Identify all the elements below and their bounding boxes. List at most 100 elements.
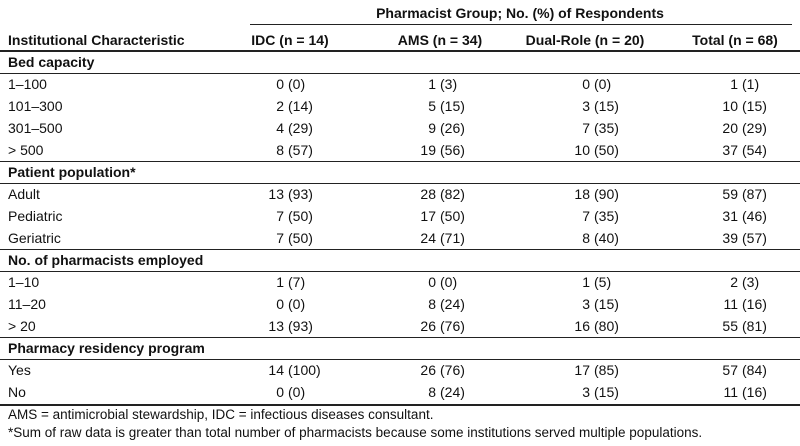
row-label: Geriatric — [8, 230, 61, 246]
count: 3 — [582, 98, 590, 114]
percent: (57) — [742, 230, 767, 246]
count: 3 — [582, 384, 590, 400]
percent: (57) — [288, 142, 313, 158]
count: 0 — [428, 274, 436, 290]
count: 57 — [722, 362, 738, 378]
count: 14 — [268, 362, 284, 378]
count: 20 — [722, 120, 738, 136]
percent: (15) — [440, 98, 465, 114]
column-header: IDC (n = 14) — [251, 32, 329, 48]
percent: (14) — [288, 98, 313, 114]
footnote: AMS = antimicrobial stewardship, IDC = i… — [8, 407, 434, 422]
count: 7 — [582, 208, 590, 224]
rule — [0, 271, 800, 272]
count: 17 — [574, 362, 590, 378]
percent: (1) — [742, 76, 760, 92]
count: 0 — [276, 76, 284, 92]
row-label: Yes — [8, 362, 31, 378]
section-title: No. of pharmacists employed — [8, 252, 204, 268]
count: 1 — [582, 274, 590, 290]
count: 2 — [276, 98, 284, 114]
count: 0 — [276, 384, 284, 400]
percent: (5) — [594, 274, 612, 290]
row-label: 301–500 — [8, 120, 63, 136]
percent: (85) — [594, 362, 619, 378]
percent: (80) — [594, 318, 619, 334]
count: 8 — [276, 142, 284, 158]
percent: (0) — [594, 76, 612, 92]
percent: (87) — [742, 186, 767, 202]
count: 39 — [722, 230, 738, 246]
percent: (15) — [594, 384, 619, 400]
row-label: 1–10 — [8, 274, 40, 290]
count: 7 — [276, 230, 284, 246]
rule — [0, 73, 800, 74]
count: 2 — [730, 274, 738, 290]
count: 31 — [722, 208, 738, 224]
column-header: Total (n = 68) — [692, 32, 778, 48]
rule — [0, 161, 800, 162]
count: 7 — [582, 120, 590, 136]
count: 55 — [722, 318, 738, 334]
percent: (16) — [742, 296, 767, 312]
count: 26 — [420, 318, 436, 334]
count: 8 — [428, 384, 436, 400]
row-label: > 20 — [8, 318, 36, 334]
count: 8 — [582, 230, 590, 246]
percent: (100) — [288, 362, 321, 378]
count: 13 — [268, 318, 284, 334]
count: 3 — [582, 296, 590, 312]
count: 11 — [723, 384, 738, 400]
row-label: 11–20 — [8, 296, 46, 312]
percent: (3) — [440, 76, 458, 92]
count: 0 — [276, 296, 284, 312]
row-label: > 500 — [8, 142, 44, 158]
percent: (93) — [288, 318, 313, 334]
count: 8 — [428, 296, 436, 312]
count: 16 — [574, 318, 590, 334]
percent: (84) — [742, 362, 767, 378]
count: 5 — [428, 98, 436, 114]
percent: (0) — [288, 296, 306, 312]
rule — [0, 183, 800, 184]
count: 19 — [420, 142, 436, 158]
percent: (82) — [440, 186, 465, 202]
percent: (29) — [288, 120, 313, 136]
percent: (90) — [594, 186, 619, 202]
footnote: *Sum of raw data is greater than total n… — [8, 425, 703, 440]
count: 24 — [420, 230, 436, 246]
percent: (3) — [742, 274, 760, 290]
count: 13 — [268, 186, 284, 202]
count: 28 — [420, 186, 436, 202]
column-header: Institutional Characteristic — [8, 32, 185, 48]
percent: (81) — [742, 318, 767, 334]
column-header: Dual-Role (n = 20) — [525, 32, 645, 48]
percent: (15) — [742, 98, 767, 114]
percent: (50) — [594, 142, 619, 158]
count: 9 — [428, 120, 436, 136]
rule — [0, 337, 800, 338]
row-label: No — [8, 384, 26, 400]
row-label: 1–100 — [8, 76, 47, 92]
percent: (15) — [594, 296, 619, 312]
row-label: Pediatric — [8, 208, 63, 224]
percent: (40) — [594, 230, 619, 246]
count: 18 — [574, 186, 590, 202]
count: 37 — [722, 142, 738, 158]
percent: (7) — [288, 274, 306, 290]
percent: (50) — [288, 208, 313, 224]
rule — [0, 50, 800, 52]
percent: (50) — [440, 208, 465, 224]
percent: (15) — [594, 98, 619, 114]
rule — [250, 24, 792, 25]
percent: (54) — [742, 142, 767, 158]
section-title: Patient population* — [8, 164, 136, 180]
count: 26 — [420, 362, 436, 378]
column-header: AMS (n = 34) — [397, 32, 483, 48]
percent: (24) — [440, 384, 465, 400]
group-header: Pharmacist Group; No. (%) of Respondents — [376, 5, 664, 21]
count: 1 — [428, 76, 436, 92]
percent: (0) — [440, 274, 458, 290]
count: 0 — [582, 76, 590, 92]
